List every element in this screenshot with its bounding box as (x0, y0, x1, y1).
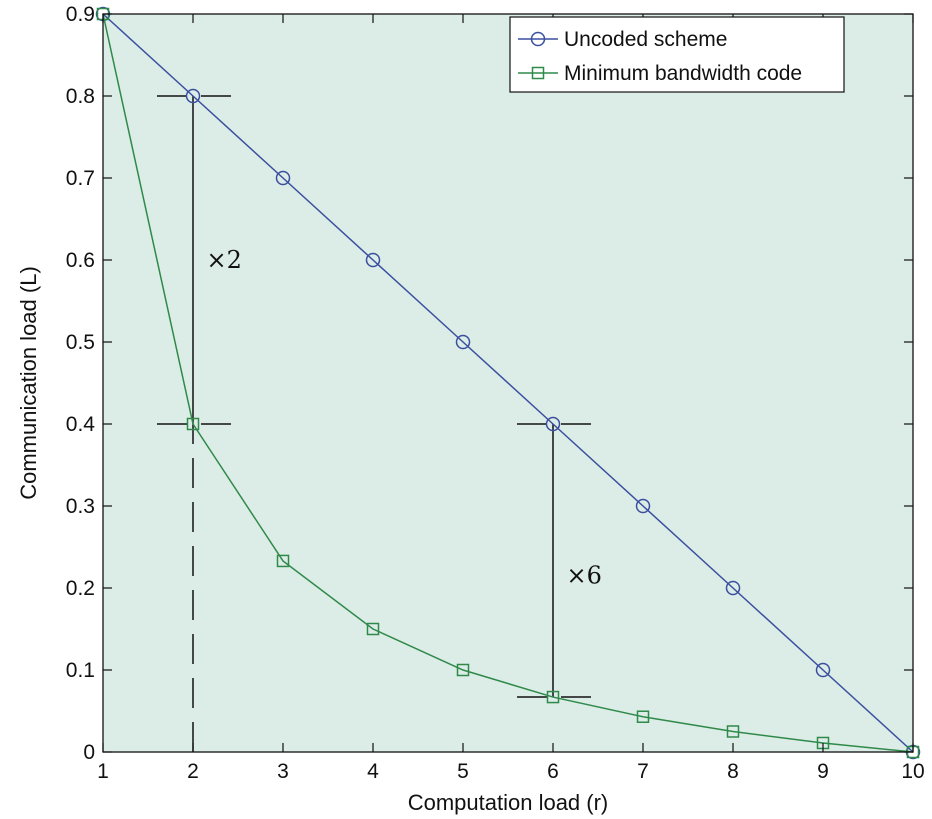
tick-labels: 1 2 3 4 5 6 7 8 9 10 0 0.1 0.2 0.3 0.4 0.5 0.6 0.7 0.8 0.9 (66, 3, 925, 783)
data-point (455, 334, 471, 350)
y-tick-label: 0.5 (66, 331, 95, 354)
data-point (635, 498, 651, 514)
data-point (276, 554, 290, 568)
series-layer (95, 6, 921, 760)
y-axis-label: Communication load (L) (16, 266, 41, 500)
y-tick-label: 0.2 (66, 577, 95, 600)
legend-label: Minimum bandwidth code (564, 62, 802, 85)
y-tick-label: 0 (83, 741, 95, 764)
annotation: ×2 (207, 246, 242, 274)
x-tick-label: 5 (457, 760, 469, 783)
data-point (185, 88, 201, 104)
x-tick-label: 7 (637, 760, 649, 783)
data-point (725, 580, 741, 596)
x-tick-label: 3 (277, 760, 289, 783)
data-point (366, 622, 380, 636)
data-point (546, 690, 560, 704)
x-tick-label: 6 (547, 760, 559, 783)
y-tick-label: 0.8 (66, 85, 95, 108)
x-tick-label: 1 (97, 760, 109, 783)
x-tick-label: 9 (817, 760, 829, 783)
y-tick-label: 0.6 (66, 249, 95, 272)
x-tick-label: 10 (901, 760, 924, 783)
y-tick-label: 0.7 (66, 167, 95, 190)
annotation: ×6 (567, 562, 602, 590)
y-tick-label: 0.4 (66, 413, 96, 436)
data-point (726, 725, 740, 738)
x-tick-label: 4 (367, 760, 379, 783)
data-point (545, 416, 561, 432)
y-tick-label: 0.9 (66, 3, 95, 26)
x-tick-label: 8 (727, 760, 739, 783)
legend-marker (531, 66, 545, 80)
data-point (186, 417, 200, 431)
annotations: ×2 ×6 (207, 246, 602, 590)
x-tick-label: 2 (187, 760, 199, 783)
data-point (365, 252, 381, 268)
legend-marker (530, 31, 546, 47)
legend-label: Uncoded scheme (564, 28, 727, 51)
reference-lines (157, 95, 598, 752)
data-point (815, 662, 831, 678)
legend-box (509, 16, 845, 93)
data-point (636, 710, 650, 723)
data-point (275, 170, 291, 186)
x-axis-label: Computation load (r) (408, 790, 609, 815)
data-point (456, 663, 470, 677)
legend: Uncoded scheme Minimum bandwidth code (509, 16, 845, 93)
series-line-0 (102, 13, 914, 753)
ticks (102, 13, 914, 753)
y-tick-label: 0.1 (66, 659, 95, 682)
y-tick-label: 0.3 (66, 495, 95, 518)
series-line-1 (102, 13, 914, 753)
plot-frame (102, 13, 914, 753)
